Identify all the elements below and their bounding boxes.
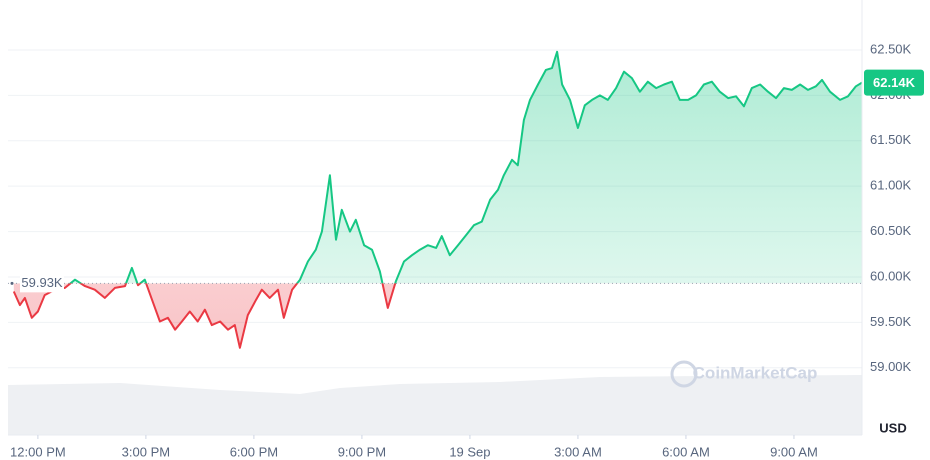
x-tick-label: 19 Sep: [449, 444, 490, 459]
x-tick-label: 6:00 PM: [230, 444, 278, 459]
baseline-label: 59.93K: [21, 275, 63, 290]
y-tick-label: 59.00K: [870, 359, 912, 374]
y-tick-label: 62.50K: [870, 41, 912, 56]
area-up: [13, 51, 862, 284]
x-tick-label: 9:00 AM: [770, 444, 818, 459]
y-tick-label: 60.00K: [870, 268, 912, 283]
volume-area: [8, 375, 862, 435]
x-tick-label: 9:00 PM: [338, 444, 386, 459]
y-tick-label: 61.00K: [870, 178, 912, 193]
price-line-up: [68, 50, 862, 284]
y-tick-label: 60.50K: [870, 223, 912, 238]
last-price-label: 62.14K: [873, 75, 916, 90]
last-price-badge: [864, 69, 924, 96]
y-tick-label: 59.50K: [870, 314, 912, 329]
watermark: CoinMarketCap: [693, 363, 818, 382]
currency-label: USD: [879, 420, 906, 435]
x-tick-label: 3:00 AM: [554, 444, 602, 459]
price-line-down: [12, 283, 397, 349]
y-tick-label: 61.50K: [870, 132, 912, 147]
baseline-dot: [10, 281, 14, 285]
watermark-logo: [670, 360, 698, 388]
baseline-label-bg: [20, 274, 64, 293]
x-tick-label: 6:00 AM: [662, 444, 710, 459]
x-tick-label: 12:00 PM: [10, 444, 66, 459]
x-tick-label: 3:00 PM: [122, 444, 170, 459]
plot: [8, 50, 862, 349]
